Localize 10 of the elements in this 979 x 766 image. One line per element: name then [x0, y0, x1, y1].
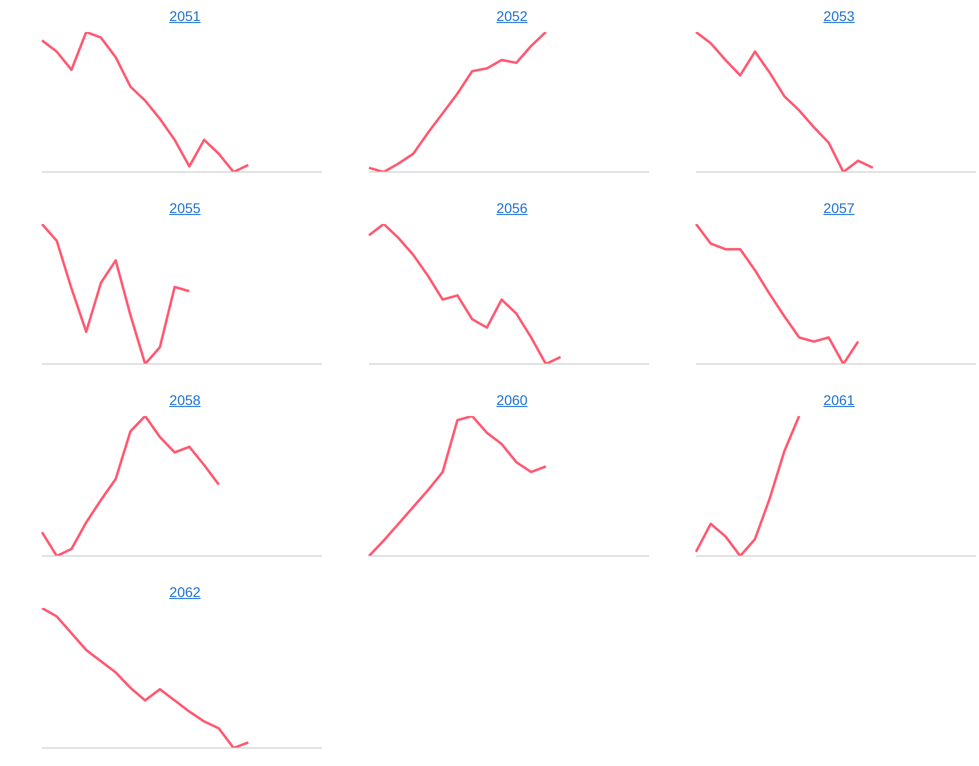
- chart-title: 2056: [495, 200, 529, 218]
- chart-title: 2051: [168, 8, 202, 26]
- chart-title: 2062: [168, 584, 202, 602]
- chart-title: 2058: [168, 392, 202, 410]
- chart-title: 2057: [822, 200, 856, 218]
- chart-title: 2055: [168, 200, 202, 218]
- chart-title: 2060: [495, 392, 529, 410]
- chart-title: 2053: [822, 8, 856, 26]
- chart-title: 2052: [495, 8, 529, 26]
- chart-title: 2061: [822, 392, 856, 410]
